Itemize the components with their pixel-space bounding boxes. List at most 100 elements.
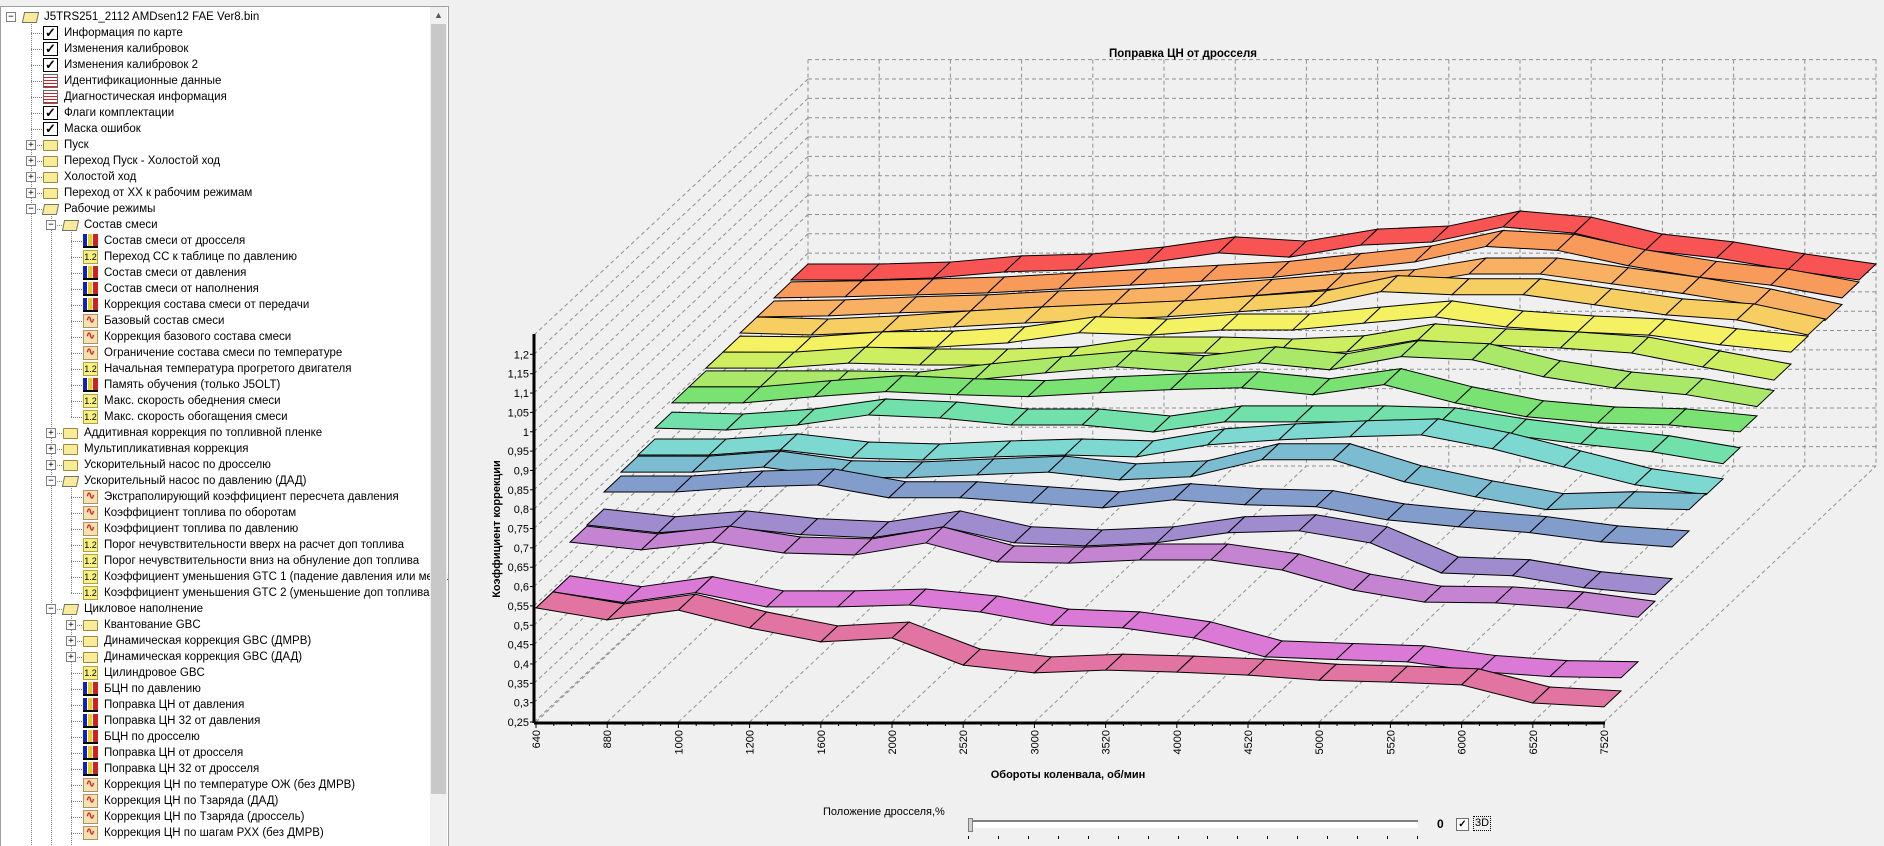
tree-item[interactable]: Идентификационные данные [1, 73, 429, 89]
tree-item[interactable]: 1.2 Порог нечувствительности вниз на обну… [1, 553, 429, 569]
throttle-position-label: Положение дросселя,% [823, 806, 945, 818]
tree-item[interactable]: 1.2 Коэффициент уменьшения GTC 1 (падение… [1, 569, 448, 585]
tree-item[interactable]: + Динамическая коррекция GBC (ДМРВ) [1, 633, 429, 649]
tree-item[interactable]: + Мультипликативная коррекция [1, 441, 429, 457]
tree-item-label: Ограничение состава смеси по температуре [104, 347, 343, 359]
tree-item-label: Поправка ЦН от дросселя [104, 747, 244, 759]
series-segment [1735, 303, 1827, 336]
tree-item[interactable]: ∿ Ограничение состава смеси по температур… [1, 345, 429, 361]
tree-item[interactable]: ∿ Коррекция ЦН по Тзаряда (ДАД) [1, 793, 429, 809]
tree-item[interactable]: + Переход Пуск - Холостой ход [1, 153, 429, 169]
y-tick-label: 0,7 [514, 543, 529, 555]
tree-item[interactable]: ∿ Коррекция базового состава смеси [1, 329, 429, 345]
slider-track[interactable] [968, 820, 1418, 828]
x-tick-label: 2000 [887, 730, 899, 754]
tree-item[interactable]: ∿ Коэффициент топлива по оборотам [1, 505, 429, 521]
expand-icon[interactable]: + [46, 460, 56, 470]
tree-item[interactable]: Память обучения (только J5OLT) [1, 377, 429, 393]
tree-item[interactable]: ∿ Коэффициент топлива по давлению [1, 521, 429, 537]
expand-icon[interactable]: + [46, 428, 56, 438]
tree-item[interactable]: + Пуск [1, 137, 429, 153]
collapse-icon[interactable]: − [6, 12, 16, 22]
expand-icon[interactable]: + [66, 620, 76, 630]
tree-item[interactable]: ∿ Коррекция ЦН по Тзаряда (дроссель) [1, 809, 429, 825]
throttle-position-slider[interactable] [968, 818, 1420, 842]
tree-item-label: Коррекция ЦН по Тзаряда (ДАД) [104, 795, 279, 807]
tree-item[interactable]: Поправка ЦН от давления [1, 697, 429, 713]
tree-item[interactable]: + Квантование GBC [1, 617, 429, 633]
floor-gridline [891, 465, 1165, 723]
tree-item[interactable]: Состав смеси от наполнения [1, 281, 429, 297]
tree-item[interactable]: ∿ Экстраполирующий коэффициент пересчета … [1, 489, 429, 505]
tree-item-label: Холостой ход [64, 171, 137, 183]
tree-item[interactable]: 1.2 Коэффициент уменьшения GTC 2 (уменьше… [1, 585, 433, 601]
tree-item-label: Коррекция ЦН по температуре ОЖ (без ДМРВ… [104, 779, 356, 791]
tree-item[interactable]: + Динамическая коррекция GBC (ДАД) [1, 649, 429, 665]
slider-tick [1267, 836, 1269, 839]
tree-item[interactable]: ✓ Флаги комплектации [1, 105, 429, 121]
tree-item-label: Базовый состав смеси [104, 315, 225, 327]
scroll-up-arrow-icon[interactable]: ▲ [434, 10, 443, 20]
x-tick-label: 7520 [1599, 730, 1611, 754]
collapse-icon[interactable]: − [26, 204, 36, 214]
expand-icon[interactable]: + [66, 636, 76, 646]
expand-icon[interactable]: + [26, 156, 36, 166]
tree-item[interactable]: − Состав смеси [1, 217, 429, 233]
tree-item[interactable]: ✓ Информация по карте [1, 25, 429, 41]
expand-icon[interactable]: + [66, 652, 76, 662]
number-value-icon: 1.2 [83, 538, 98, 552]
tree-item[interactable]: ∿ Базовый состав смеси [1, 313, 429, 329]
scrollbar-thumb[interactable] [431, 24, 446, 794]
tree-item[interactable]: + Ускорительный насос по дросселю [1, 457, 429, 473]
tree-item[interactable]: Коррекция состава смеси от передачи [1, 297, 429, 313]
tree-item[interactable]: 1.2 Цилиндровое GBC [1, 665, 429, 681]
expand-icon[interactable]: + [26, 172, 36, 182]
tree-item[interactable]: − Цикловое наполнение [1, 601, 429, 617]
collapse-icon[interactable]: − [46, 476, 56, 486]
tree-item[interactable]: 1.2 Начальная температура прогретого двиг… [1, 361, 429, 377]
tree-item[interactable]: БЦН по давлению [1, 681, 429, 697]
tree-connector [71, 657, 82, 658]
3d-checkbox-label[interactable]: 3D [1473, 816, 1492, 831]
tree-item[interactable]: ∿ Коррекция ЦН по температуре ОЖ (без ДМР… [1, 777, 429, 793]
tree-item[interactable]: Поправка ЦН 32 от дросселя [1, 761, 429, 777]
tree-item[interactable]: ✓ Маска ошибок [1, 121, 429, 137]
tree-item[interactable]: − Рабочие режимы [1, 201, 429, 217]
tree-item[interactable]: Поправка ЦН 32 от давления [1, 713, 429, 729]
series-segment [1026, 376, 1118, 398]
tree-item[interactable]: Диагностическая информация [1, 89, 429, 105]
tree-item[interactable]: + Аддитивная коррекция по топливной пленк… [1, 425, 429, 441]
tree-item-label: Мультипликативная коррекция [84, 443, 249, 455]
tree-item[interactable]: − J5TRS251_2112 AMDsen12 FAE Ver8.bin [1, 9, 429, 25]
x-tick-label: 4000 [1172, 730, 1184, 754]
tree-connector [31, 97, 42, 98]
tree-item[interactable]: − Ускорительный насос по давлению (ДАД) [1, 473, 429, 489]
tree-item[interactable]: Состав смеси от дросселя [1, 233, 429, 249]
tree-scrollbar[interactable]: ▲ [430, 7, 447, 846]
collapse-icon[interactable]: − [46, 604, 56, 614]
slider-thumb[interactable] [968, 818, 973, 832]
tree-item[interactable]: 1.2 Макс. скорость обогащения смеси [1, 409, 429, 425]
tree-item[interactable]: 1.2 Порог нечувствительности вверх на рас… [1, 537, 429, 553]
slider-tick [1357, 836, 1359, 839]
curve-chart-icon: ∿ [83, 330, 98, 344]
tree-item[interactable]: ∿ Коррекция ЦН по шагам РХХ (без ДМРВ) [1, 825, 429, 841]
y-tick-label: 1,15 [508, 369, 529, 381]
tree-item[interactable]: 1.2 Переход СС к таблице по давлению [1, 249, 429, 265]
tree-item[interactable]: Состав смеси от давления [1, 265, 429, 281]
tree-item[interactable]: БЦН по дросселю [1, 729, 429, 745]
tree-item[interactable]: ✓ Изменения калибровок [1, 41, 429, 57]
expand-icon[interactable]: + [26, 140, 36, 150]
tree-item[interactable]: 1.2 Макс. скорость обеднения смеси [1, 393, 429, 409]
collapse-icon[interactable]: − [46, 220, 56, 230]
tree-item[interactable]: + Переход от ХХ к рабочим режимам [1, 185, 429, 201]
expand-icon[interactable]: + [26, 188, 36, 198]
tree-item[interactable]: Поправка ЦН от дросселя [1, 745, 429, 761]
expand-icon[interactable]: + [46, 444, 56, 454]
tree-connector [71, 673, 82, 674]
tree-item[interactable]: + Холостой ход [1, 169, 429, 185]
3d-checkbox[interactable]: ✓ [1456, 818, 1469, 831]
tree-item[interactable]: ✓ Изменения калибровок 2 [1, 57, 429, 73]
tree-connector [71, 577, 82, 578]
map-tree[interactable]: − J5TRS251_2112 AMDsen12 FAE Ver8.bin ✓ Инф… [0, 6, 449, 846]
